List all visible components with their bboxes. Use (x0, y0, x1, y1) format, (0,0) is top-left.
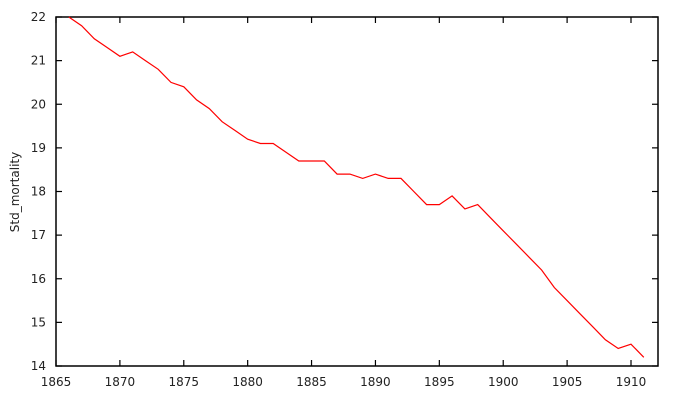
x-tick-label: 1905 (552, 375, 583, 389)
x-tick-label: 1885 (296, 375, 327, 389)
y-tick-label: 15 (31, 315, 46, 329)
y-tick-label: 16 (31, 272, 46, 286)
y-tick-label: 19 (31, 141, 46, 155)
series-line (68, 16, 645, 358)
y-tick-label: 18 (31, 185, 46, 199)
y-axis: 14 15 16 17 18 19 20 21 22 (31, 10, 658, 373)
y-tick-label: 14 (31, 359, 46, 373)
plot-frame (55, 16, 659, 367)
y-tick-label: 20 (31, 97, 46, 111)
x-tick-label: 1900 (488, 375, 519, 389)
plot-border (55, 16, 659, 367)
x-axis: 1865 1870 1875 1880 1885 1890 1895 1900 1905 1910 (41, 17, 647, 389)
x-tick-label: 1875 (169, 375, 200, 389)
y-tick-label: 22 (31, 10, 46, 24)
x-tick-label: 1865 (41, 375, 72, 389)
y-axis-title: Std_mortality (8, 152, 22, 232)
data-series (68, 16, 645, 358)
y-tick-label: 21 (31, 54, 46, 68)
x-tick-label: 1890 (360, 375, 391, 389)
y-tick-label: 17 (31, 228, 46, 242)
x-tick-label: 1910 (616, 375, 647, 389)
x-tick-label: 1870 (105, 375, 136, 389)
x-tick-label: 1880 (232, 375, 263, 389)
x-tick-label: 1895 (424, 375, 455, 389)
